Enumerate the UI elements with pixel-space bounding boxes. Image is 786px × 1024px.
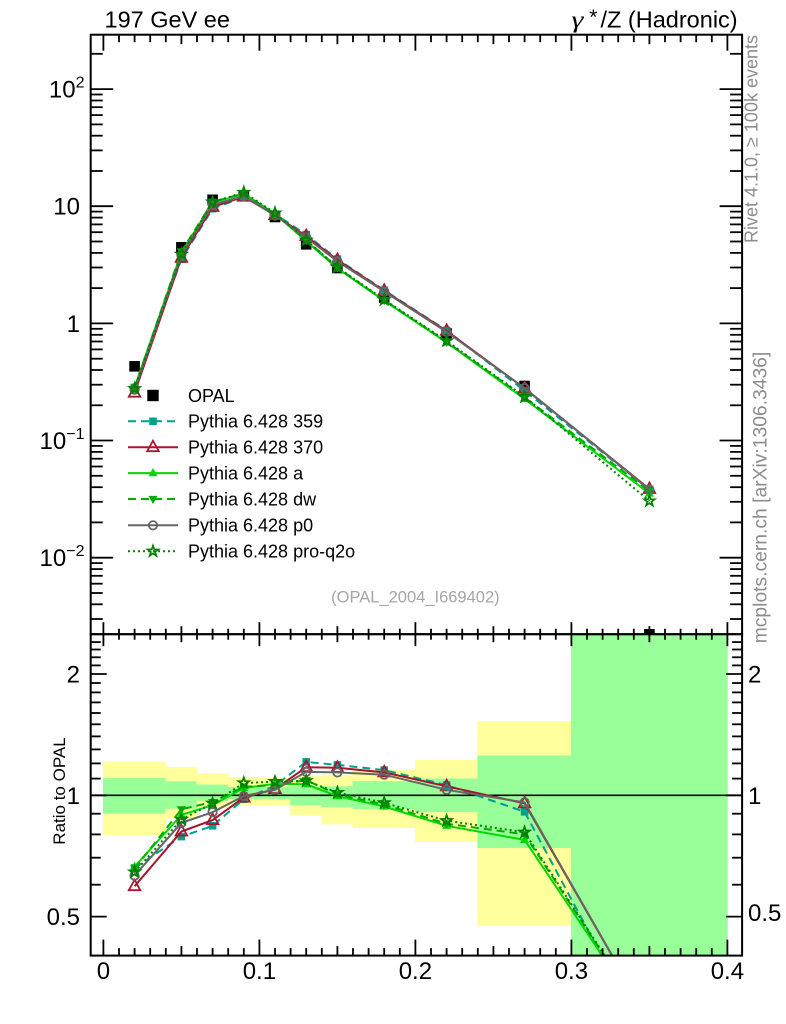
svg-text:Ratio to OPAL: Ratio to OPAL [50,737,69,844]
svg-text:(OPAL_2004_I669402): (OPAL_2004_I669402) [331,589,500,607]
svg-text:0.4: 0.4 [711,958,744,985]
svg-text:2: 2 [748,662,761,689]
svg-text:Pythia 6.428 359: Pythia 6.428 359 [188,412,323,432]
svg-text:0.1: 0.1 [243,958,276,985]
svg-text:1: 1 [67,783,80,810]
svg-text:γ: γ [572,6,585,33]
svg-text:10: 10 [53,194,80,221]
svg-text:0.5: 0.5 [748,900,781,927]
svg-text:10−1: 10−1 [40,426,85,455]
svg-text:1: 1 [748,783,761,810]
svg-text:Pythia 6.428 dw: Pythia 6.428 dw [188,489,317,509]
svg-text:*: * [589,6,597,29]
svg-text:1: 1 [67,311,80,338]
svg-text:Pythia 6.428 pro-q2o: Pythia 6.428 pro-q2o [188,542,355,562]
svg-text:OPAL: OPAL [188,386,235,406]
svg-text:10−2: 10−2 [40,543,85,572]
svg-text:102: 102 [49,75,85,104]
svg-text:0.2: 0.2 [399,958,432,985]
svg-text:0.5: 0.5 [47,904,80,931]
svg-text:197 GeV ee: 197 GeV ee [105,7,230,33]
svg-text:mcplots.cern.ch [arXiv:1306.34: mcplots.cern.ch [arXiv:1306.3436] [751,352,772,644]
svg-text:0.3: 0.3 [555,958,588,985]
svg-text:Rivet 4.1.0, ≥ 100k events: Rivet 4.1.0, ≥ 100k events [742,35,762,243]
svg-text:Pythia 6.428 a: Pythia 6.428 a [188,463,304,483]
svg-text:0: 0 [97,958,110,985]
svg-text:Pythia 6.428 370: Pythia 6.428 370 [188,438,323,458]
svg-text:Pythia 6.428 p0: Pythia 6.428 p0 [188,516,313,536]
svg-text:2: 2 [67,662,80,689]
svg-text:/Z (Hadronic): /Z (Hadronic) [601,7,738,33]
